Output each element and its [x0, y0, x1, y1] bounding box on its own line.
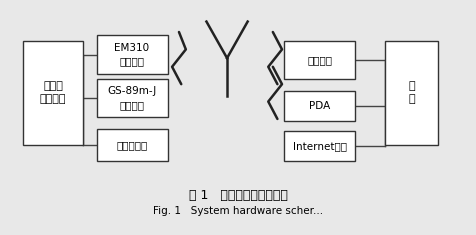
Bar: [96, 79, 167, 117]
Bar: [384, 41, 437, 145]
Text: 角度传感器: 角度传感器: [116, 140, 148, 150]
Text: PDA: PDA: [308, 101, 330, 111]
Text: 图 1   系统硬件组成示意图: 图 1 系统硬件组成示意图: [188, 188, 288, 202]
Text: EM310
传输模块: EM310 传输模块: [114, 43, 149, 66]
Text: 微
机: 微 机: [407, 81, 414, 105]
Bar: [96, 35, 167, 74]
Bar: [284, 41, 355, 79]
Bar: [96, 129, 167, 161]
Text: 普通手机: 普通手机: [307, 55, 332, 65]
Bar: [284, 91, 355, 121]
Text: Fig. 1   System hardware scher...: Fig. 1 System hardware scher...: [153, 206, 323, 216]
Bar: [284, 131, 355, 161]
Text: GS-89m-J
定位模块: GS-89m-J 定位模块: [107, 86, 156, 110]
Text: 单片机
控制电路: 单片机 控制电路: [40, 81, 66, 105]
Bar: [23, 41, 83, 145]
Text: Internet接入: Internet接入: [292, 141, 346, 151]
